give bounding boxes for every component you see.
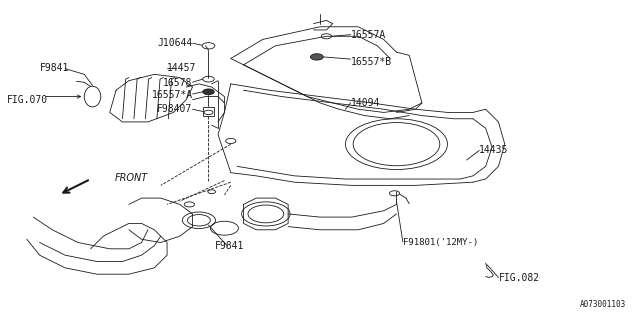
Text: 16557*B: 16557*B: [351, 57, 392, 67]
Circle shape: [203, 89, 214, 95]
Text: 14457: 14457: [167, 63, 196, 73]
Text: FIG.082: FIG.082: [499, 273, 540, 283]
Text: 14094: 14094: [351, 98, 380, 108]
Text: A073001103: A073001103: [580, 300, 626, 309]
Text: 16557A: 16557A: [351, 30, 386, 40]
Text: 16578: 16578: [163, 78, 193, 88]
Bar: [203, 107, 214, 116]
Circle shape: [310, 54, 323, 60]
Text: 14435: 14435: [479, 146, 509, 156]
Text: 16557*A: 16557*A: [152, 90, 193, 100]
Text: FIG.070: FIG.070: [6, 95, 47, 105]
Text: F91801('12MY-): F91801('12MY-): [403, 238, 478, 247]
Text: F98407: F98407: [157, 104, 193, 114]
Text: F9841: F9841: [215, 241, 244, 251]
Text: F9841: F9841: [40, 63, 69, 73]
Text: J10644: J10644: [157, 38, 193, 48]
Text: FRONT: FRONT: [115, 173, 148, 183]
